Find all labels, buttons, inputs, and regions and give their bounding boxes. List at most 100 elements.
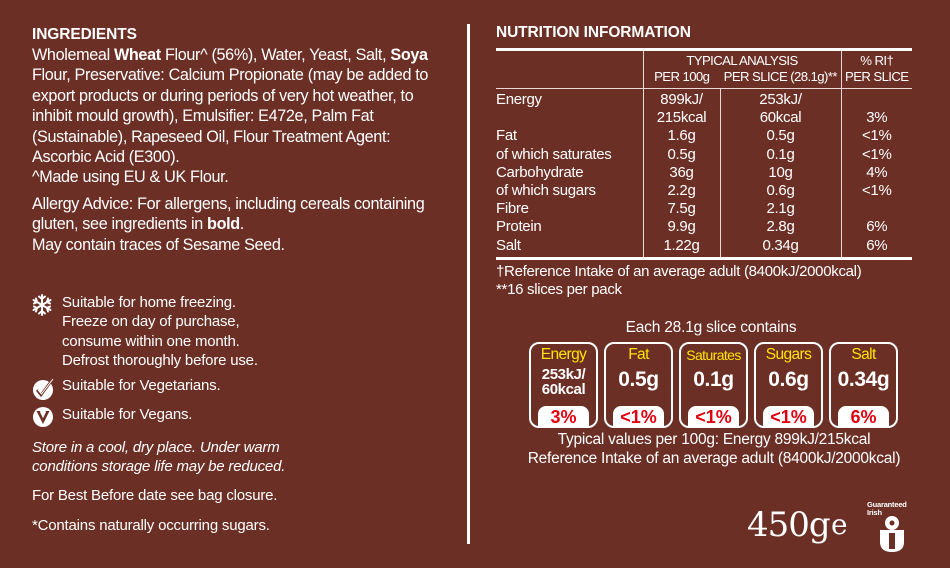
- guaranteed-irish-logo: Guaranteed Irish: [867, 501, 913, 553]
- nutrition-table: TYPICAL ANALYSIS % RI† PER 100g PER SLIC…: [496, 48, 912, 260]
- ri-value: [840, 200, 912, 219]
- gda-label: Energy: [540, 346, 587, 363]
- ri-value: <1%: [840, 182, 912, 201]
- nutrient-name: Carbohydrate: [496, 163, 584, 181]
- gda-value: 0.34g: [837, 368, 890, 391]
- nutrition-row-sugars: of which sugars 2.2g 0.6g <1%: [496, 182, 912, 201]
- flour-origin-note: ^Made using EU & UK Flour.: [32, 168, 229, 187]
- vegan-v-icon: [32, 405, 62, 428]
- gda-typical-values: Typical values per 100g: Energy 899kJ/21…: [557, 431, 871, 448]
- per100-value: 1.22g: [642, 236, 720, 259]
- storage-line: conditions storage life may be reduced.: [32, 458, 286, 476]
- ri-value: 3%: [840, 88, 912, 128]
- nutrient-name: Salt: [496, 236, 521, 254]
- gda-percent: 3%: [538, 406, 589, 426]
- freezing-line: Defrost thoroughly before use.: [62, 352, 258, 370]
- nutrition-row-fat: Fat 1.6g 0.5g <1%: [496, 127, 912, 146]
- perslice-value: 253kJ/60kcal: [719, 88, 841, 128]
- gda-value: 0.6g: [768, 368, 809, 391]
- gda-value-kcal: 60kcal: [541, 381, 586, 398]
- nutrition-title: NUTRITION INFORMATION: [496, 24, 691, 41]
- gda-badge-saturates: Saturates 0.1g <1%: [679, 342, 748, 428]
- nutrition-subheader-row: PER 100g PER SLICE (28.1g)** PER SLICE: [496, 69, 912, 89]
- perslice-value: 0.5g: [719, 127, 841, 146]
- allergen-wheat: Wheat: [113, 46, 161, 64]
- freezing-line: consume within one month.: [62, 332, 240, 350]
- ri-value: 4%: [840, 163, 912, 183]
- per100-value: 2.2g: [642, 182, 720, 201]
- ingredients-text: Wholemeal Wheat Flour^ (56%), Water, Yea…: [32, 45, 452, 167]
- allergen-soya: Soya: [390, 46, 428, 64]
- storage-instructions: Store in a cool, dry place. Under warm c…: [32, 438, 452, 477]
- perslice-value: 0.1g: [719, 145, 841, 164]
- header-per-slice: PER SLICE (28.1g)**: [720, 69, 841, 89]
- per100-value: 7.5g: [642, 200, 720, 219]
- nutrition-row-protein: Protein 9.9g 2.8g 6%: [496, 218, 912, 237]
- freezing-line: Suitable for home freezing.: [62, 294, 236, 311]
- energy-ri: 3%: [866, 109, 888, 127]
- gda-badge-salt: Salt 0.34g 6%: [829, 342, 898, 428]
- energy-kj: 899kJ/: [660, 91, 703, 108]
- nutrient-name: Protein: [496, 218, 542, 236]
- gda-badge-energy: Energy 253kJ/ 60kcal 3%: [529, 342, 598, 428]
- perslice-value: 0.6g: [719, 182, 841, 201]
- nutrient-name: Fibre: [496, 200, 529, 218]
- column-divider: [467, 24, 470, 544]
- vegan-info: Suitable for Vegans.: [32, 405, 452, 428]
- vegan-text: Suitable for Vegans.: [62, 405, 193, 423]
- gda-badge-sugars: Sugars 0.6g <1%: [754, 342, 823, 428]
- ri-value: <1%: [840, 145, 912, 164]
- nutrition-footnotes: †Reference Intake of an average adult (8…: [496, 263, 916, 299]
- gda-percent: 6%: [838, 406, 889, 426]
- perslice-value: 2.8g: [719, 218, 841, 237]
- sugars-note: *Contains naturally occurring sugars.: [32, 516, 270, 534]
- gda-label: Saturates: [686, 347, 741, 363]
- perslice-value: 10g: [719, 163, 841, 183]
- gda-percent: <1%: [688, 406, 739, 426]
- irish-text: Irish: [867, 508, 882, 517]
- gda-percent: <1%: [613, 406, 664, 426]
- guaranteed-irish-text: Guaranteed Irish: [867, 501, 913, 517]
- nutrition-row-fibre: Fibre 7.5g 2.1g: [496, 200, 912, 219]
- gda-percent: <1%: [763, 406, 814, 426]
- nutrition-row-carbohydrate: Carbohydrate 36g 10g 4%: [496, 163, 912, 183]
- freezing-info: Suitable for home freezing. Freeze on da…: [32, 293, 452, 371]
- freezing-line: Freeze on day of purchase,: [62, 313, 240, 331]
- ingredients-heading: INGREDIENTS: [32, 26, 137, 43]
- per100-value: 1.6g: [642, 127, 720, 146]
- nutrition-row-salt: Salt 1.22g 0.34g 6%: [496, 236, 912, 259]
- nutrient-name: Fat: [496, 127, 517, 145]
- footnote-ri: †Reference Intake of an average adult (8…: [496, 262, 862, 280]
- pack-weight: 450g: [747, 505, 831, 545]
- header-per-100g: PER 100g: [642, 69, 720, 89]
- ri-value: 6%: [840, 236, 912, 259]
- suitability-section: Suitable for home freezing. Freeze on da…: [32, 293, 452, 535]
- gda-badges: Energy 253kJ/ 60kcal 3% Fat 0.5g <1% Sat…: [501, 342, 926, 428]
- nutrient-name: of which saturates: [496, 145, 612, 163]
- nutrition-section: NUTRITION INFORMATION TYPICAL ANALYSIS %…: [496, 24, 916, 299]
- nutrient-name: Energy: [496, 91, 542, 108]
- per100-value: 0.5g: [642, 145, 720, 164]
- ingredients-text-part: Wholemeal: [32, 46, 114, 64]
- nutrition-row-saturates: of which saturates 0.5g 0.1g <1%: [496, 145, 912, 164]
- vegetarian-check-icon: [32, 376, 62, 401]
- gda-value-kj: 253kJ/: [541, 366, 586, 383]
- best-before-note: For Best Before date see bag closure.: [32, 487, 278, 505]
- gda-title: Each 28.1g slice contains: [625, 319, 797, 336]
- gda-badge-fat: Fat 0.5g <1%: [604, 342, 673, 428]
- gda-note: Typical values per 100g: Energy 899kJ/21…: [502, 431, 926, 468]
- energy-kcal: 60kcal: [759, 109, 802, 127]
- energy-kj: 253kJ/: [759, 91, 802, 108]
- allergy-text: .: [239, 215, 245, 234]
- ri-value: <1%: [840, 127, 912, 146]
- guaranteed-text: Guaranteed: [867, 500, 907, 509]
- storage-line: Store in a cool, dry place. Under warm: [32, 438, 280, 456]
- footnote-slices: **16 slices per pack: [496, 280, 622, 298]
- header-per-slice-ri: PER SLICE: [840, 69, 912, 89]
- ri-value: 6%: [840, 218, 912, 237]
- gda-label: Sugars: [765, 346, 812, 363]
- perslice-value: 2.1g: [719, 200, 841, 219]
- gda-label: Salt: [851, 346, 876, 363]
- nutrition-header-row: TYPICAL ANALYSIS % RI†: [496, 49, 912, 89]
- perslice-value: 0.34g: [719, 236, 841, 259]
